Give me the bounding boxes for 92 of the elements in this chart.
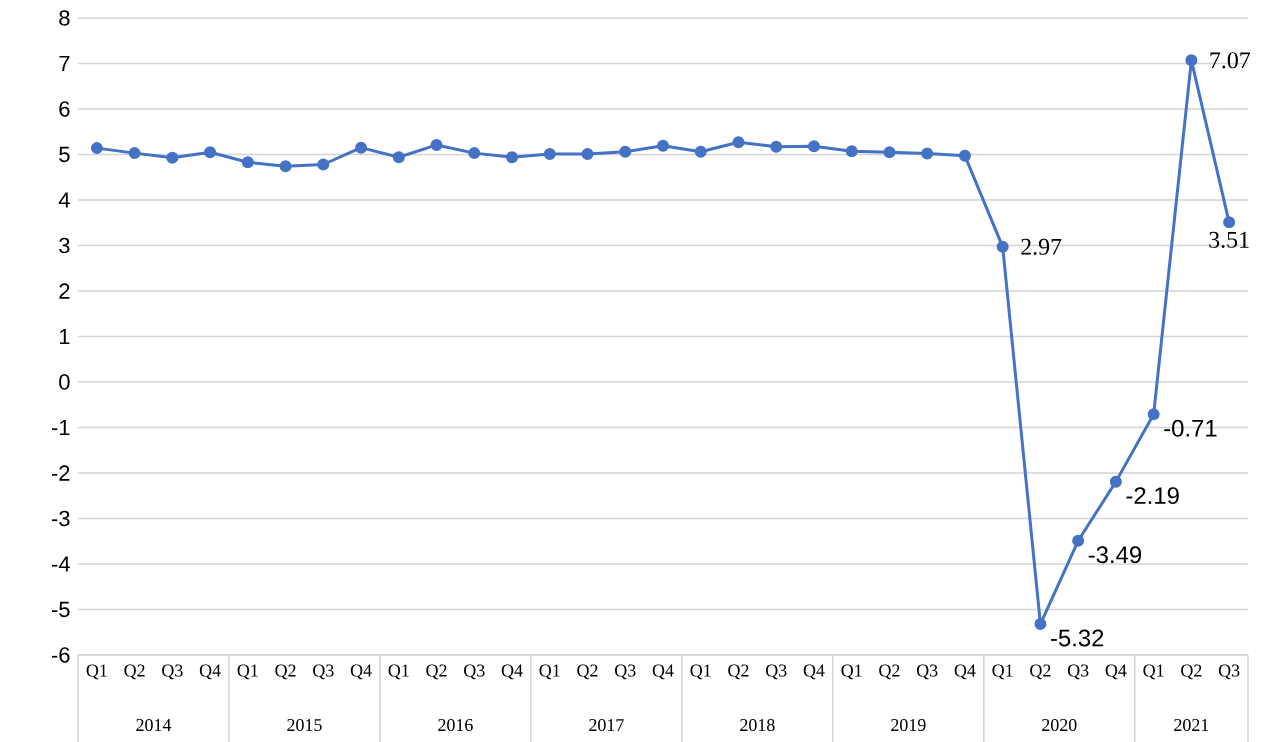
point <box>1147 408 1160 421</box>
x-tick-label: Q2 <box>879 664 900 680</box>
point <box>317 158 330 171</box>
y-tick-label: -6 <box>51 647 70 663</box>
point <box>1109 475 1122 488</box>
x-tick-label: Q4 <box>350 664 372 680</box>
x-tick-label: Q4 <box>954 664 976 680</box>
point <box>1034 618 1047 631</box>
x-tick-label: Q3 <box>916 664 938 680</box>
data-label: 3.51 <box>1209 231 1249 248</box>
x-tick-label: Q2 <box>1030 664 1051 680</box>
x-tick-label: Q4 <box>1105 664 1127 680</box>
point <box>921 147 934 160</box>
point <box>996 240 1009 253</box>
point <box>430 138 443 151</box>
text: 2016 <box>438 718 473 732</box>
data-label: -5.32 <box>1051 629 1104 647</box>
x-tick-label: Q4 <box>199 664 221 680</box>
point <box>1223 216 1236 229</box>
x-tick-label: Q2 <box>275 664 296 680</box>
point <box>204 146 217 159</box>
point <box>1185 54 1198 67</box>
y-tick-label: 3 <box>59 237 70 254</box>
text: 2014 <box>136 718 172 732</box>
x-tick-label: Q1 <box>690 664 711 680</box>
x-tick-label: Q2 <box>1181 664 1202 680</box>
data-label: 2.97 <box>1021 238 1062 255</box>
y-tick-label: 8 <box>59 10 70 26</box>
y-tick-label: 1 <box>59 328 70 345</box>
y-tick-label: 6 <box>59 101 70 117</box>
point <box>581 148 594 161</box>
point <box>166 151 179 164</box>
text: 2018 <box>740 718 775 732</box>
data-label: 7.07 <box>1210 52 1251 69</box>
y-tick-label: -4 <box>51 556 70 572</box>
x-tick-label: Q1 <box>992 664 1013 680</box>
text: 2020 <box>1042 718 1077 732</box>
data-label: -2.19 <box>1126 487 1179 505</box>
point <box>694 145 707 158</box>
data-label: -3.49 <box>1088 546 1142 564</box>
x-tick-label: Q1 <box>1143 664 1164 680</box>
y-tick-label: -3 <box>51 510 70 527</box>
y-tick-label: 0 <box>59 374 70 390</box>
point <box>241 156 254 169</box>
x-tick-label: Q3 <box>464 664 485 680</box>
x-tick-label: Q4 <box>652 664 674 680</box>
point <box>90 142 103 155</box>
point <box>355 141 368 154</box>
point <box>1072 534 1085 547</box>
text: 2019 <box>891 718 926 732</box>
x-tick-label: Q3 <box>615 664 636 680</box>
text: 2017 <box>589 718 624 732</box>
data-label: -0.71 <box>1164 419 1217 437</box>
y-tick-label: -1 <box>51 419 70 436</box>
point <box>770 140 783 153</box>
x-tick-label: Q4 <box>803 664 825 680</box>
point <box>732 136 745 149</box>
point <box>619 145 632 158</box>
x-tick-label: Q2 <box>426 664 447 680</box>
x-tick-label: Q1 <box>237 664 258 680</box>
x-tick-label: Q3 <box>766 664 787 680</box>
y-tick-label: -2 <box>51 465 70 481</box>
y-tick-label: 4 <box>58 192 70 208</box>
x-tick-label: Q1 <box>86 664 107 680</box>
x-tick-label: Q2 <box>124 664 145 680</box>
y-tick-label: 7 <box>59 55 70 72</box>
point <box>279 160 292 173</box>
point <box>128 147 141 160</box>
y-tick-label: 5 <box>59 146 70 163</box>
point <box>543 148 556 161</box>
point <box>392 151 405 164</box>
point <box>468 147 481 160</box>
text: 2015 <box>287 718 322 732</box>
point <box>657 139 669 152</box>
x-tick-label: Q1 <box>539 664 560 680</box>
x-tick-label: Q3 <box>1218 664 1240 680</box>
x-tick-label: Q3 <box>1067 664 1089 680</box>
point <box>845 145 858 158</box>
point <box>506 151 519 164</box>
text: 2021 <box>1174 718 1209 732</box>
x-tick-label: Q1 <box>388 664 409 680</box>
x-tick-label: Q2 <box>577 664 598 680</box>
point <box>807 140 820 153</box>
x-tick-label: Q3 <box>313 664 334 680</box>
point <box>883 146 896 159</box>
x-tick-label: Q4 <box>501 664 523 680</box>
y-tick-label: -5 <box>51 601 70 618</box>
point <box>958 149 971 162</box>
y-tick-label: 2 <box>59 283 70 299</box>
x-tick-label: Q1 <box>841 664 862 680</box>
x-tick-label: Q2 <box>728 664 749 680</box>
x-tick-label: Q3 <box>162 664 183 680</box>
